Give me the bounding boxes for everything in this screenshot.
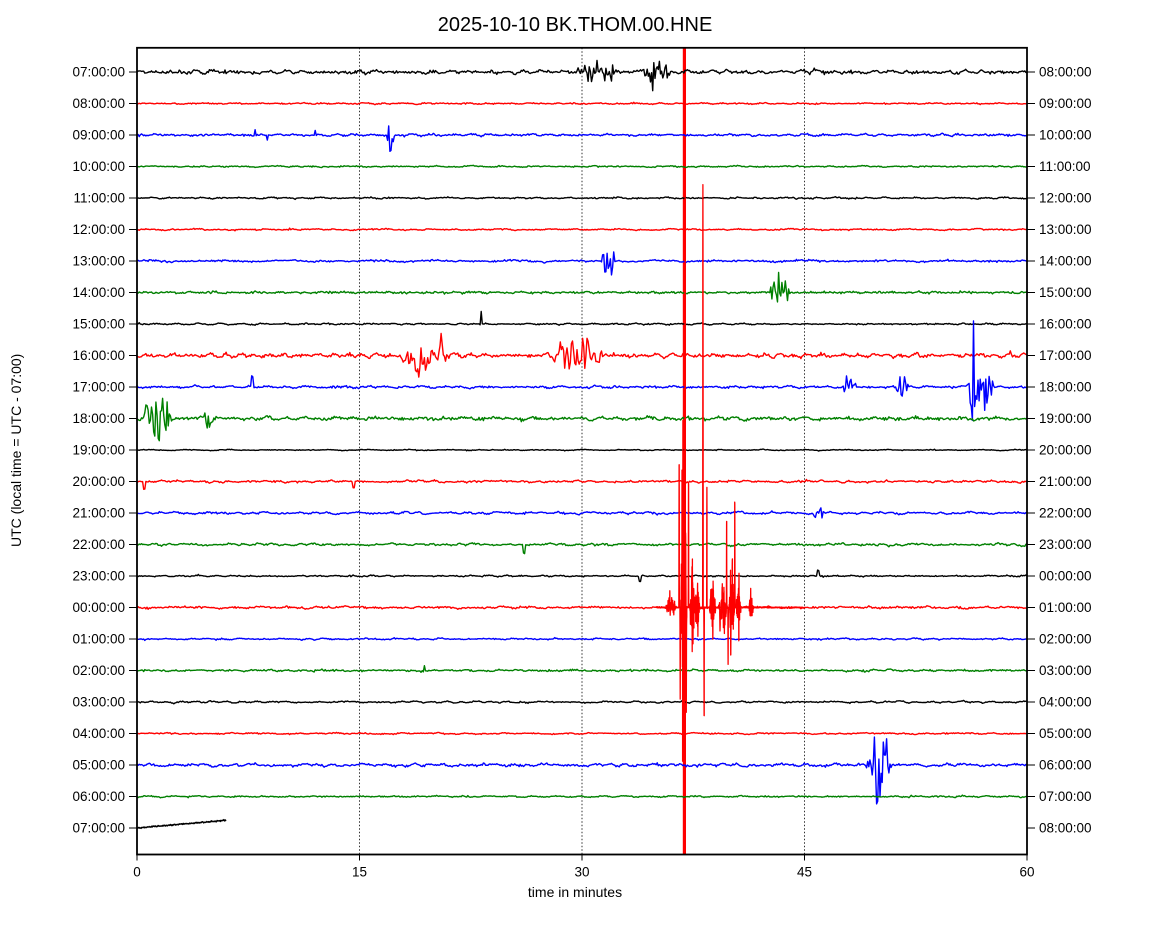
svg-text:03:00:00: 03:00:00 bbox=[72, 695, 125, 710]
svg-text:00:00:00: 00:00:00 bbox=[72, 600, 125, 615]
svg-text:08:00:00: 08:00:00 bbox=[1039, 65, 1092, 80]
svg-text:09:00:00: 09:00:00 bbox=[72, 128, 125, 143]
svg-text:01:00:00: 01:00:00 bbox=[72, 632, 125, 647]
svg-text:23:00:00: 23:00:00 bbox=[72, 569, 125, 584]
svg-text:05:00:00: 05:00:00 bbox=[72, 758, 125, 773]
svg-text:06:00:00: 06:00:00 bbox=[1039, 758, 1092, 773]
svg-text:18:00:00: 18:00:00 bbox=[1039, 380, 1092, 395]
svg-text:05:00:00: 05:00:00 bbox=[1039, 726, 1092, 741]
svg-text:21:00:00: 21:00:00 bbox=[72, 506, 125, 521]
svg-text:12:00:00: 12:00:00 bbox=[1039, 191, 1092, 206]
svg-text:13:00:00: 13:00:00 bbox=[1039, 222, 1092, 237]
svg-text:10:00:00: 10:00:00 bbox=[1039, 128, 1092, 143]
svg-text:02:00:00: 02:00:00 bbox=[72, 663, 125, 678]
svg-text:17:00:00: 17:00:00 bbox=[72, 380, 125, 395]
svg-text:09:00:00: 09:00:00 bbox=[1039, 96, 1092, 111]
svg-text:11:00:00: 11:00:00 bbox=[1039, 159, 1091, 174]
svg-text:04:00:00: 04:00:00 bbox=[72, 726, 125, 741]
svg-text:12:00:00: 12:00:00 bbox=[72, 222, 125, 237]
svg-text:19:00:00: 19:00:00 bbox=[72, 443, 125, 458]
svg-text:16:00:00: 16:00:00 bbox=[72, 348, 125, 363]
svg-text:22:00:00: 22:00:00 bbox=[72, 537, 125, 552]
svg-text:17:00:00: 17:00:00 bbox=[1039, 348, 1092, 363]
svg-text:60: 60 bbox=[1019, 865, 1034, 880]
svg-text:15:00:00: 15:00:00 bbox=[72, 317, 125, 332]
svg-text:11:00:00: 11:00:00 bbox=[73, 191, 125, 206]
svg-text:22:00:00: 22:00:00 bbox=[1039, 506, 1092, 521]
svg-text:00:00:00: 00:00:00 bbox=[1039, 569, 1092, 584]
svg-text:14:00:00: 14:00:00 bbox=[1039, 254, 1092, 269]
svg-text:02:00:00: 02:00:00 bbox=[1039, 632, 1092, 647]
svg-text:30: 30 bbox=[574, 865, 589, 880]
svg-text:45: 45 bbox=[797, 865, 812, 880]
svg-text:08:00:00: 08:00:00 bbox=[72, 96, 125, 111]
svg-text:18:00:00: 18:00:00 bbox=[72, 411, 125, 426]
svg-text:23:00:00: 23:00:00 bbox=[1039, 537, 1092, 552]
svg-text:03:00:00: 03:00:00 bbox=[1039, 663, 1092, 678]
svg-text:04:00:00: 04:00:00 bbox=[1039, 695, 1092, 710]
svg-text:08:00:00: 08:00:00 bbox=[1039, 821, 1092, 836]
svg-text:10:00:00: 10:00:00 bbox=[72, 159, 125, 174]
svg-text:07:00:00: 07:00:00 bbox=[1039, 789, 1092, 804]
svg-text:15:00:00: 15:00:00 bbox=[1039, 285, 1092, 300]
svg-text:13:00:00: 13:00:00 bbox=[72, 254, 125, 269]
svg-text:20:00:00: 20:00:00 bbox=[1039, 443, 1092, 458]
svg-text:20:00:00: 20:00:00 bbox=[72, 474, 125, 489]
svg-text:07:00:00: 07:00:00 bbox=[72, 65, 125, 80]
svg-text:01:00:00: 01:00:00 bbox=[1039, 600, 1092, 615]
svg-text:06:00:00: 06:00:00 bbox=[72, 789, 125, 804]
svg-text:16:00:00: 16:00:00 bbox=[1039, 317, 1092, 332]
svg-text:0: 0 bbox=[133, 865, 141, 880]
svg-text:14:00:00: 14:00:00 bbox=[72, 285, 125, 300]
svg-text:19:00:00: 19:00:00 bbox=[1039, 411, 1092, 426]
svg-text:21:00:00: 21:00:00 bbox=[1039, 474, 1092, 489]
svg-text:15: 15 bbox=[352, 865, 367, 880]
svg-text:07:00:00: 07:00:00 bbox=[72, 821, 125, 836]
